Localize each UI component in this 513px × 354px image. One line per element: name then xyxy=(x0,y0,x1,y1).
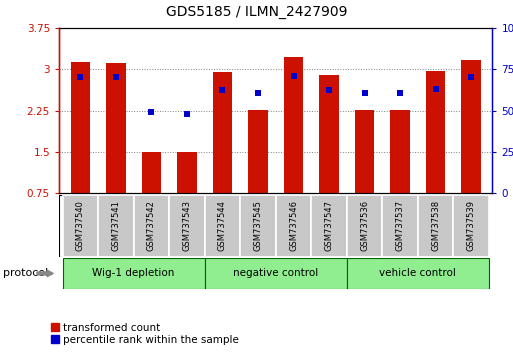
Point xyxy=(254,90,262,96)
Bar xyxy=(71,62,90,193)
Text: GSM737536: GSM737536 xyxy=(360,200,369,251)
Point xyxy=(112,74,120,79)
Bar xyxy=(98,195,133,257)
Bar xyxy=(63,195,98,257)
Bar xyxy=(319,75,339,193)
Point xyxy=(396,90,404,96)
Bar xyxy=(347,195,382,257)
Text: GSM737543: GSM737543 xyxy=(183,200,191,251)
Text: GSM737547: GSM737547 xyxy=(325,200,333,251)
Text: GDS5185 / ILMN_2427909: GDS5185 / ILMN_2427909 xyxy=(166,5,347,19)
Bar xyxy=(213,72,232,193)
Text: GSM737545: GSM737545 xyxy=(253,200,263,251)
Bar xyxy=(205,258,347,289)
Text: GSM737542: GSM737542 xyxy=(147,200,156,251)
Legend: transformed count, percentile rank within the sample: transformed count, percentile rank withi… xyxy=(46,318,243,349)
Bar xyxy=(142,152,161,193)
Point xyxy=(183,111,191,117)
Bar xyxy=(63,258,205,289)
Bar xyxy=(347,258,489,289)
Bar xyxy=(311,195,347,257)
Bar xyxy=(461,60,481,193)
Bar xyxy=(453,195,489,257)
Bar xyxy=(284,57,303,193)
Text: vehicle control: vehicle control xyxy=(380,268,456,279)
Bar xyxy=(169,195,205,257)
Bar xyxy=(276,195,311,257)
Text: GSM737537: GSM737537 xyxy=(396,200,405,251)
Text: GSM737539: GSM737539 xyxy=(467,200,476,251)
Bar xyxy=(106,63,126,193)
Point xyxy=(289,73,298,79)
Point xyxy=(431,86,440,92)
Text: Wig-1 depletion: Wig-1 depletion xyxy=(92,268,175,279)
Bar xyxy=(418,195,453,257)
Bar xyxy=(205,195,240,257)
Text: GSM737541: GSM737541 xyxy=(111,200,121,251)
Bar xyxy=(426,71,445,193)
Bar xyxy=(355,110,374,193)
Bar xyxy=(177,152,196,193)
Text: GSM737544: GSM737544 xyxy=(218,200,227,251)
Text: negative control: negative control xyxy=(233,268,319,279)
Point xyxy=(76,74,85,79)
Bar xyxy=(248,109,268,193)
Point xyxy=(325,87,333,93)
Point xyxy=(219,87,227,93)
Text: GSM737546: GSM737546 xyxy=(289,200,298,251)
Bar xyxy=(133,195,169,257)
Bar xyxy=(240,195,276,257)
Point xyxy=(361,90,369,96)
Text: GSM737538: GSM737538 xyxy=(431,200,440,251)
Bar xyxy=(390,109,410,193)
Text: protocol: protocol xyxy=(3,268,48,279)
Point xyxy=(147,109,155,115)
Text: GSM737540: GSM737540 xyxy=(76,200,85,251)
Bar xyxy=(382,195,418,257)
Point xyxy=(467,74,475,79)
